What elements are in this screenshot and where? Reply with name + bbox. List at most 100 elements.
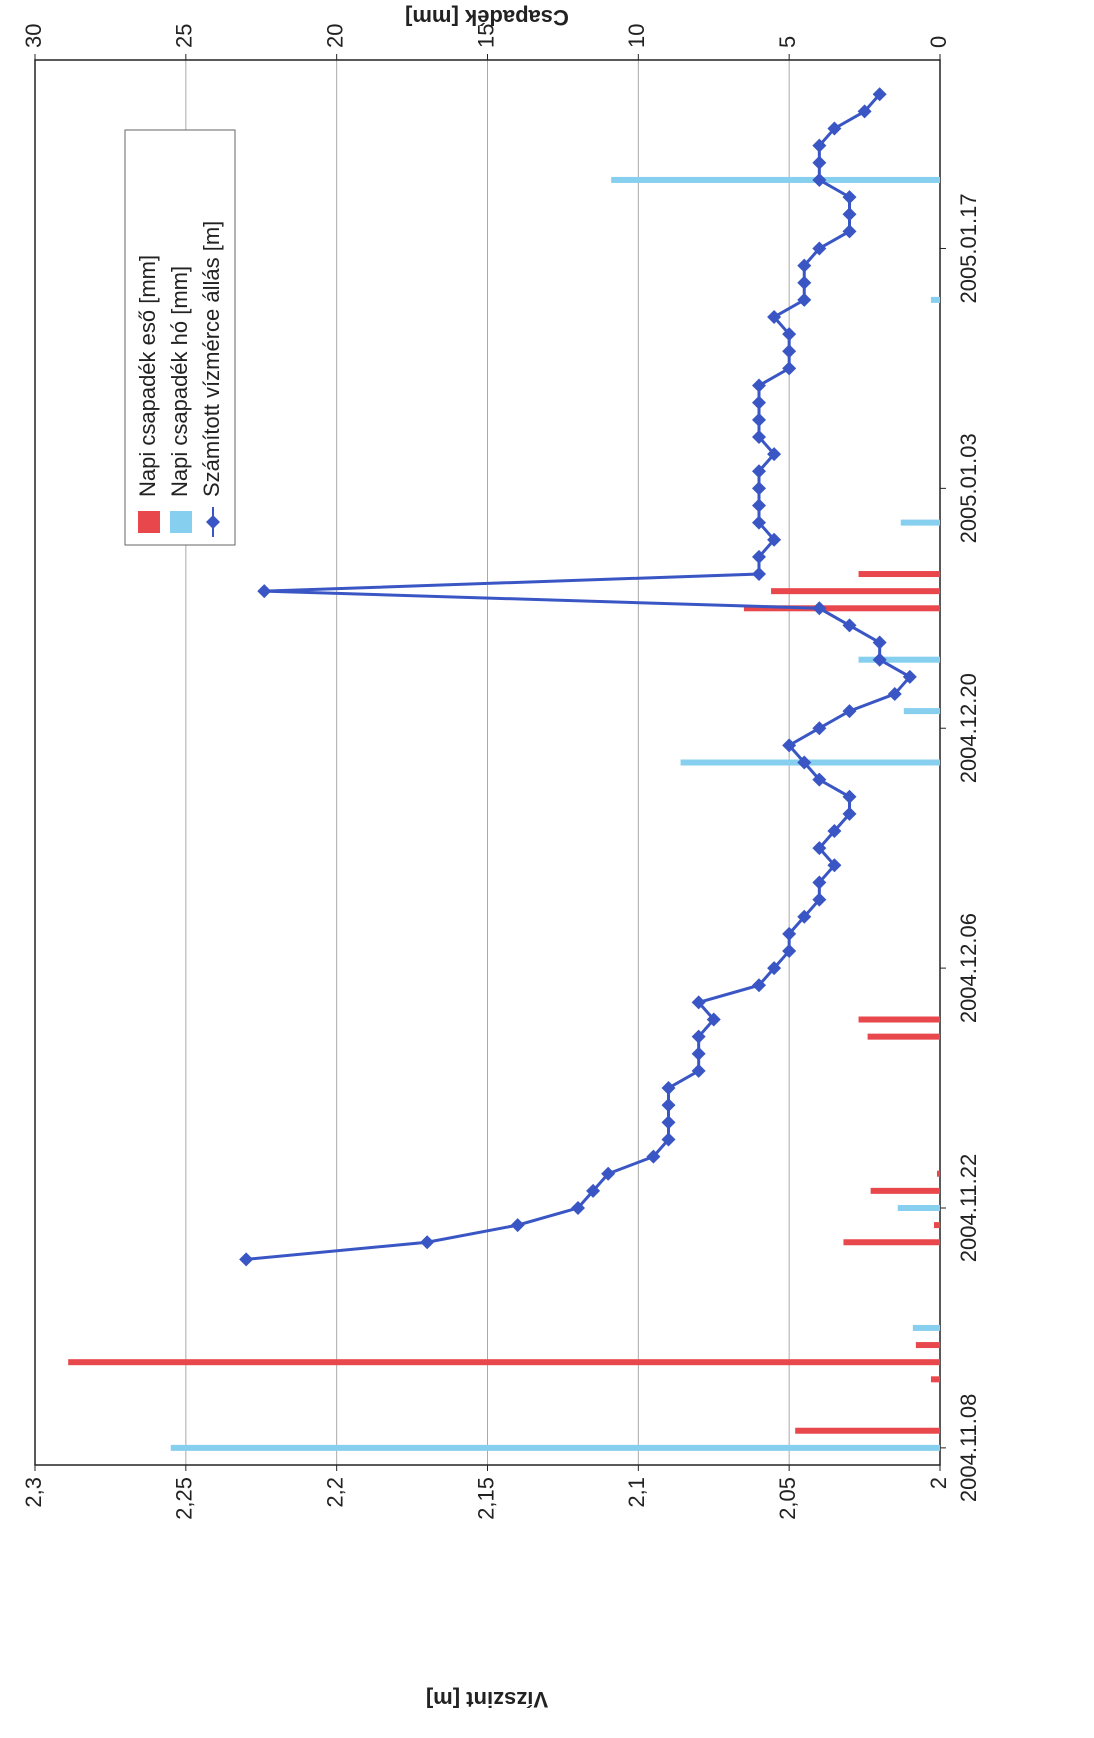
- marker: [767, 961, 782, 976]
- bar: [930, 296, 941, 303]
- bar: [933, 1222, 941, 1229]
- marker: [782, 738, 797, 753]
- marker: [812, 841, 827, 856]
- y2-tick-label: 15: [473, 24, 498, 48]
- marker: [782, 943, 797, 958]
- legend-marker: [206, 515, 220, 529]
- bar: [912, 1324, 940, 1331]
- marker: [239, 1252, 254, 1267]
- legend-swatch: [170, 511, 192, 533]
- marker: [691, 1046, 706, 1061]
- bar: [795, 1427, 941, 1434]
- bar: [930, 1376, 941, 1383]
- bar: [843, 1239, 941, 1246]
- marker: [661, 1132, 676, 1147]
- bar: [897, 1204, 940, 1211]
- legend-label: Napi csapadék hó [mm]: [167, 266, 192, 497]
- marker: [872, 652, 887, 667]
- marker: [797, 909, 812, 924]
- bar: [867, 1033, 940, 1040]
- bar: [611, 176, 941, 183]
- marker: [797, 292, 812, 307]
- legend-box: [124, 129, 236, 546]
- marker: [782, 344, 797, 359]
- marker: [812, 772, 827, 787]
- marker: [752, 978, 766, 993]
- marker: [767, 447, 782, 462]
- marker: [842, 789, 857, 804]
- x-tick-label: 2004.12.06: [956, 913, 981, 1023]
- bar: [771, 588, 940, 595]
- marker: [752, 515, 766, 530]
- marker: [706, 1012, 721, 1027]
- marker: [752, 481, 766, 496]
- legend-swatch: [138, 511, 160, 533]
- marker: [842, 704, 857, 719]
- y2-tick-label: 0: [926, 36, 951, 48]
- marker: [646, 1149, 661, 1164]
- marker: [842, 806, 857, 821]
- marker: [857, 104, 872, 119]
- marker: [782, 926, 797, 941]
- y2-tick-label: 25: [172, 24, 197, 48]
- marker: [661, 1115, 676, 1130]
- bar: [858, 1016, 940, 1023]
- bar: [68, 1359, 940, 1366]
- marker: [782, 327, 797, 342]
- marker: [842, 618, 857, 633]
- marker: [812, 138, 827, 153]
- marker: [842, 190, 857, 205]
- marker: [752, 378, 766, 393]
- bar: [170, 1444, 940, 1451]
- marker: [827, 824, 842, 839]
- bar: [915, 1342, 940, 1349]
- x-tick-label: 2005.01.17: [956, 193, 981, 303]
- marker: [842, 207, 857, 222]
- marker: [752, 549, 766, 564]
- marker: [752, 498, 766, 513]
- marker: [661, 1081, 676, 1096]
- marker: [902, 669, 917, 684]
- marker: [661, 1098, 676, 1113]
- y2-axis-title: Csapadék [mm]: [405, 5, 569, 30]
- marker: [797, 275, 812, 290]
- marker: [752, 412, 766, 427]
- y2-tick-label: 5: [775, 36, 800, 48]
- bar: [900, 519, 940, 526]
- marker: [601, 1166, 616, 1181]
- y-tick-label: 2,15: [473, 1477, 498, 1520]
- legend-label: Napi csapadék eső [mm]: [135, 255, 160, 497]
- marker: [887, 686, 902, 701]
- x-tick-label: 2004.12.20: [956, 673, 981, 783]
- marker: [257, 584, 272, 599]
- marker: [812, 155, 827, 170]
- legend: Napi csapadék eső [mm] Napi csapadék hó […: [124, 129, 236, 546]
- marker: [812, 241, 827, 256]
- y-tick-label: 2,05: [775, 1477, 800, 1520]
- marker: [752, 395, 766, 410]
- marker: [812, 721, 827, 736]
- y-tick-label: 2,3: [21, 1477, 46, 1508]
- bar: [903, 708, 940, 715]
- marker: [752, 567, 766, 582]
- rotated-chart: Vízszint [m] Csapadék [mm] 2 2,05 2,1 2,15 2…: [21, 5, 981, 1712]
- marker: [872, 635, 887, 650]
- x-tick-label: 2005.01.03: [956, 433, 981, 543]
- y-axis-title: Vízszint [m]: [426, 1687, 548, 1712]
- marker: [691, 1029, 706, 1044]
- marker: [797, 258, 812, 273]
- y-tick-label: 2,2: [322, 1477, 347, 1508]
- marker: [872, 87, 887, 102]
- bar: [858, 656, 940, 663]
- x-tick-label: 2004.11.22: [956, 1154, 981, 1262]
- y-tick-label: 2: [926, 1477, 951, 1489]
- y2-tick-label: 30: [21, 24, 46, 48]
- bar: [936, 1170, 941, 1177]
- marker: [586, 1183, 601, 1198]
- y-tick-label: 2,1: [624, 1477, 649, 1508]
- marker: [812, 892, 827, 907]
- y2-tick-label: 20: [322, 24, 347, 48]
- marker: [827, 858, 842, 873]
- bar: [858, 571, 940, 578]
